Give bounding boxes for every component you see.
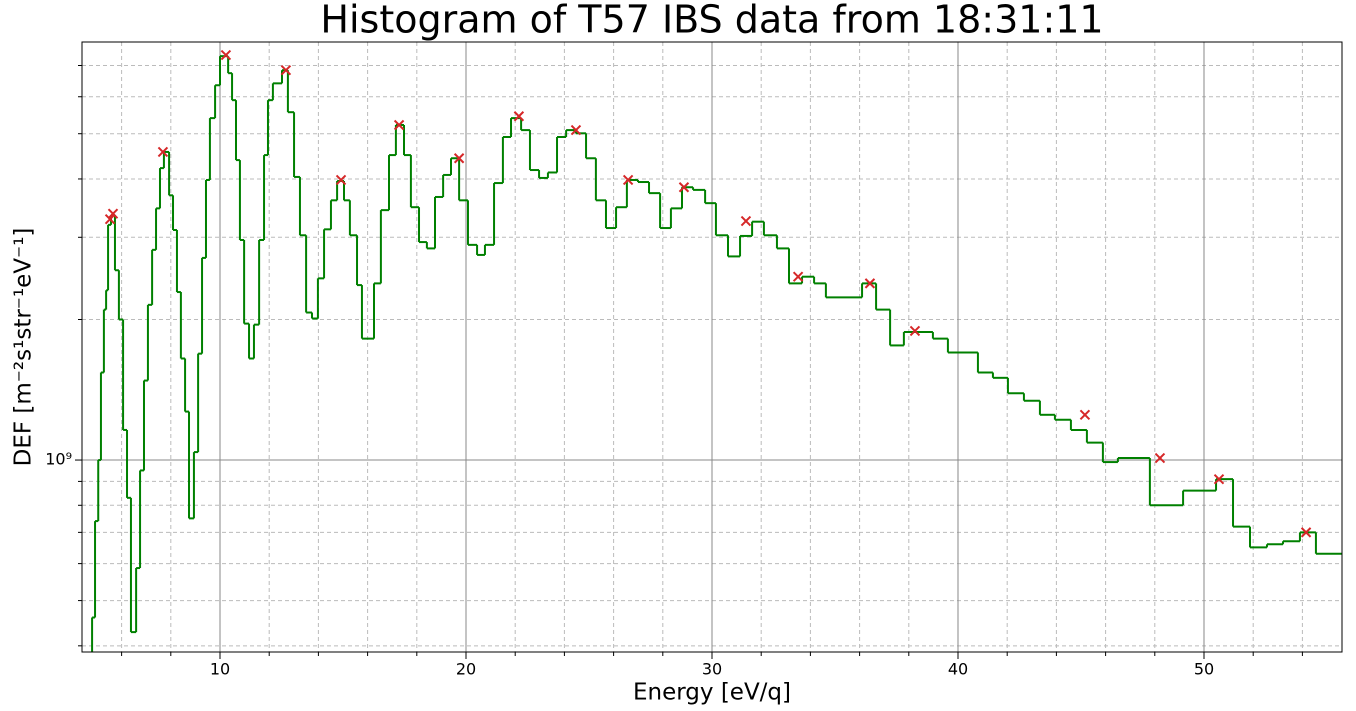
peak-marker <box>1154 452 1166 464</box>
x-tick-label: 30 <box>702 660 722 679</box>
peak-marker <box>792 271 804 282</box>
peak-marker <box>1300 527 1312 538</box>
peak-marker <box>740 215 752 227</box>
chart-title: Histogram of T57 IBS data from 18:31:11 <box>320 0 1103 42</box>
peak-marker <box>909 325 921 337</box>
plot-frame <box>81 41 1343 653</box>
x-axis-label: Energy [eV/q] <box>633 680 791 706</box>
peak-marker <box>864 278 876 289</box>
peak-marker <box>107 208 119 219</box>
peak-marker <box>1079 409 1091 421</box>
peak-marker <box>104 213 116 225</box>
peak-marker <box>157 146 169 158</box>
x-tick-label: 20 <box>456 660 476 679</box>
y-tick-label: 10⁹ <box>45 450 72 469</box>
peak-marker <box>513 111 525 122</box>
peak-marker <box>570 124 582 136</box>
peak-marker <box>678 182 690 193</box>
x-tick-label: 50 <box>1194 660 1214 679</box>
y-axis-label: DEF [m⁻²s¹str⁻¹eV⁻¹] <box>11 228 37 467</box>
peak-marker <box>453 153 465 164</box>
peak-marker <box>622 174 634 186</box>
peak-marker <box>393 119 405 131</box>
peak-marker <box>1213 473 1225 485</box>
x-tick-label: 10 <box>210 660 230 679</box>
x-tick-label: 40 <box>948 660 968 679</box>
peak-marker <box>335 174 347 186</box>
peak-marker <box>220 49 232 61</box>
peak-marker <box>280 64 292 76</box>
